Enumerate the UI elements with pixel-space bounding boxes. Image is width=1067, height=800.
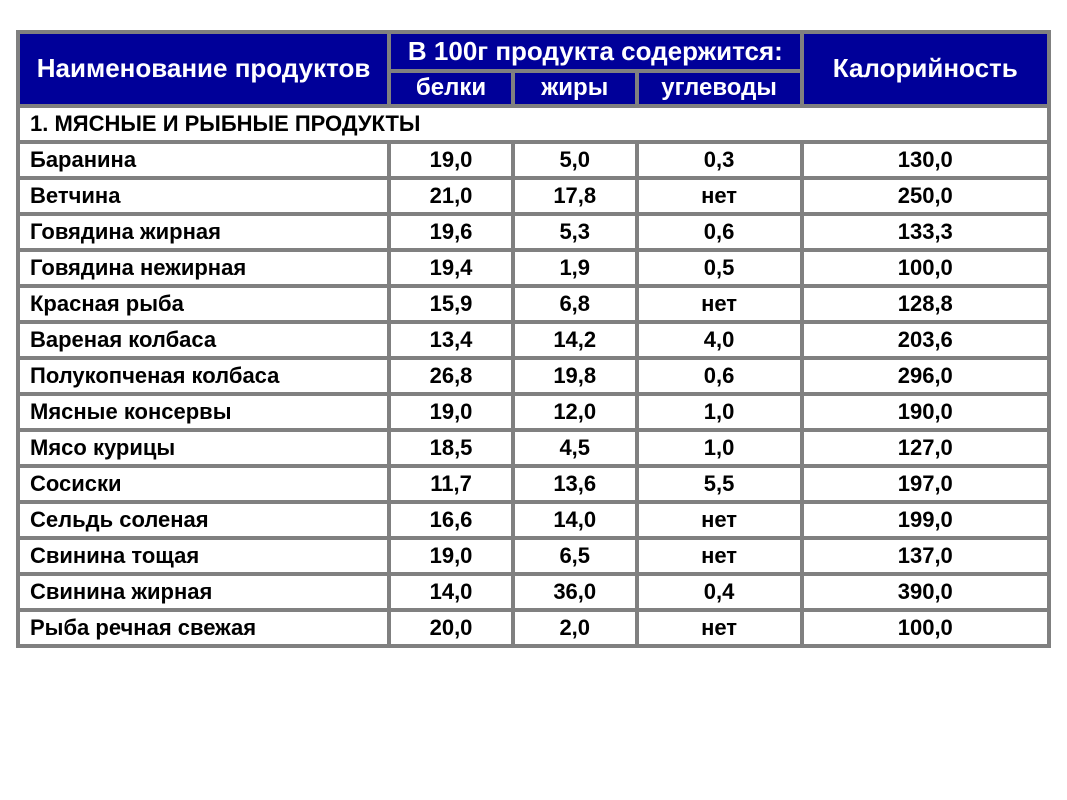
product-name-cell: Полукопченая колбаса xyxy=(18,358,389,394)
product-name-cell: Говядина нежирная xyxy=(18,250,389,286)
fat-cell: 14,2 xyxy=(513,322,637,358)
product-name-cell: Рыба речная свежая xyxy=(18,610,389,646)
fat-cell: 14,0 xyxy=(513,502,637,538)
protein-cell: 20,0 xyxy=(389,610,513,646)
product-name-cell: Мясо курицы xyxy=(18,430,389,466)
carbs-cell: 0,6 xyxy=(637,214,802,250)
product-name-cell: Сосиски xyxy=(18,466,389,502)
protein-cell: 21,0 xyxy=(389,178,513,214)
table-row: Свинина жирная14,036,00,4390,0 xyxy=(18,574,1049,610)
product-name-cell: Баранина xyxy=(18,142,389,178)
fat-cell: 17,8 xyxy=(513,178,637,214)
cal-cell: 197,0 xyxy=(802,466,1049,502)
cal-cell: 100,0 xyxy=(802,610,1049,646)
carbs-cell: нет xyxy=(637,178,802,214)
cal-cell: 250,0 xyxy=(802,178,1049,214)
table-row: Вареная колбаса13,414,24,0203,6 xyxy=(18,322,1049,358)
nutrition-table: Наименование продуктов В 100г продукта с… xyxy=(16,30,1051,648)
product-name-cell: Красная рыба xyxy=(18,286,389,322)
product-name-cell: Свинина тощая xyxy=(18,538,389,574)
product-name-cell: Мясные консервы xyxy=(18,394,389,430)
product-name-cell: Вареная колбаса xyxy=(18,322,389,358)
cal-cell: 130,0 xyxy=(802,142,1049,178)
table-body: 1. МЯСНЫЕ И РЫБНЫЕ ПРОДУКТЫ Баранина19,0… xyxy=(18,106,1049,646)
carbs-cell: 4,0 xyxy=(637,322,802,358)
header-carbs: углеводы xyxy=(637,71,802,106)
carbs-cell: нет xyxy=(637,502,802,538)
table-row: Ветчина21,017,8нет250,0 xyxy=(18,178,1049,214)
carbs-cell: 0,3 xyxy=(637,142,802,178)
table-row: Баранина19,05,00,3130,0 xyxy=(18,142,1049,178)
cal-cell: 296,0 xyxy=(802,358,1049,394)
fat-cell: 2,0 xyxy=(513,610,637,646)
table-row: Сосиски11,713,65,5197,0 xyxy=(18,466,1049,502)
fat-cell: 19,8 xyxy=(513,358,637,394)
header-per100g: В 100г продукта содержится: xyxy=(389,32,801,71)
table-row: Говядина жирная19,65,30,6133,3 xyxy=(18,214,1049,250)
table-row: Красная рыба15,96,8нет128,8 xyxy=(18,286,1049,322)
table-row: Говядина нежирная19,41,90,5100,0 xyxy=(18,250,1049,286)
fat-cell: 5,0 xyxy=(513,142,637,178)
carbs-cell: 1,0 xyxy=(637,430,802,466)
header-fat: жиры xyxy=(513,71,637,106)
section-row: 1. МЯСНЫЕ И РЫБНЫЕ ПРОДУКТЫ xyxy=(18,106,1049,142)
carbs-cell: нет xyxy=(637,286,802,322)
cal-cell: 190,0 xyxy=(802,394,1049,430)
product-name-cell: Сельдь соленая xyxy=(18,502,389,538)
fat-cell: 4,5 xyxy=(513,430,637,466)
protein-cell: 11,7 xyxy=(389,466,513,502)
fat-cell: 13,6 xyxy=(513,466,637,502)
carbs-cell: 5,5 xyxy=(637,466,802,502)
fat-cell: 1,9 xyxy=(513,250,637,286)
cal-cell: 390,0 xyxy=(802,574,1049,610)
carbs-cell: 0,4 xyxy=(637,574,802,610)
table-row: Сельдь соленая16,614,0нет199,0 xyxy=(18,502,1049,538)
product-name-cell: Ветчина xyxy=(18,178,389,214)
protein-cell: 16,6 xyxy=(389,502,513,538)
cal-cell: 100,0 xyxy=(802,250,1049,286)
carbs-cell: 1,0 xyxy=(637,394,802,430)
protein-cell: 18,5 xyxy=(389,430,513,466)
nutrition-table-container: Наименование продуктов В 100г продукта с… xyxy=(16,30,1051,648)
fat-cell: 5,3 xyxy=(513,214,637,250)
carbs-cell: нет xyxy=(637,610,802,646)
protein-cell: 15,9 xyxy=(389,286,513,322)
protein-cell: 26,8 xyxy=(389,358,513,394)
table-row: Свинина тощая19,06,5нет137,0 xyxy=(18,538,1049,574)
table-header: Наименование продуктов В 100г продукта с… xyxy=(18,32,1049,106)
table-row: Рыба речная свежая20,02,0нет100,0 xyxy=(18,610,1049,646)
protein-cell: 19,0 xyxy=(389,394,513,430)
table-row: Мясо курицы18,54,51,0127,0 xyxy=(18,430,1049,466)
fat-cell: 36,0 xyxy=(513,574,637,610)
protein-cell: 19,4 xyxy=(389,250,513,286)
carbs-cell: 0,6 xyxy=(637,358,802,394)
cal-cell: 203,6 xyxy=(802,322,1049,358)
header-calories: Калорийность xyxy=(802,32,1049,106)
cal-cell: 133,3 xyxy=(802,214,1049,250)
product-name-cell: Свинина жирная xyxy=(18,574,389,610)
cal-cell: 128,8 xyxy=(802,286,1049,322)
cal-cell: 137,0 xyxy=(802,538,1049,574)
protein-cell: 19,0 xyxy=(389,538,513,574)
cal-cell: 199,0 xyxy=(802,502,1049,538)
protein-cell: 13,4 xyxy=(389,322,513,358)
carbs-cell: 0,5 xyxy=(637,250,802,286)
protein-cell: 19,0 xyxy=(389,142,513,178)
fat-cell: 6,5 xyxy=(513,538,637,574)
protein-cell: 19,6 xyxy=(389,214,513,250)
section-title: 1. МЯСНЫЕ И РЫБНЫЕ ПРОДУКТЫ xyxy=(18,106,1049,142)
fat-cell: 12,0 xyxy=(513,394,637,430)
header-product-name: Наименование продуктов xyxy=(18,32,389,106)
header-protein: белки xyxy=(389,71,513,106)
cal-cell: 127,0 xyxy=(802,430,1049,466)
table-row: Мясные консервы19,012,01,0190,0 xyxy=(18,394,1049,430)
table-row: Полукопченая колбаса26,819,80,6296,0 xyxy=(18,358,1049,394)
product-name-cell: Говядина жирная xyxy=(18,214,389,250)
carbs-cell: нет xyxy=(637,538,802,574)
fat-cell: 6,8 xyxy=(513,286,637,322)
protein-cell: 14,0 xyxy=(389,574,513,610)
